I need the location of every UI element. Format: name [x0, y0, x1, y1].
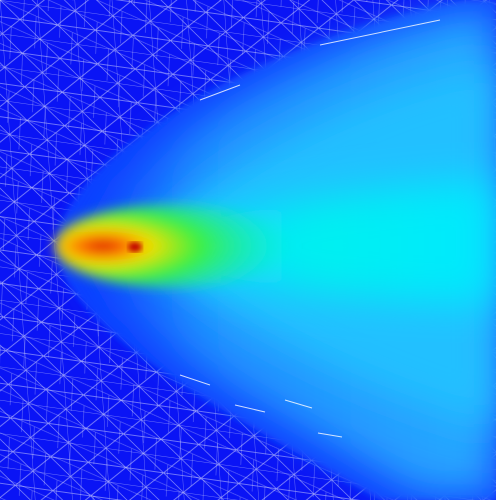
- page: [0, 0, 496, 500]
- hot-spot: [55, 204, 295, 288]
- field-plot: [0, 0, 496, 500]
- source: [128, 242, 142, 252]
